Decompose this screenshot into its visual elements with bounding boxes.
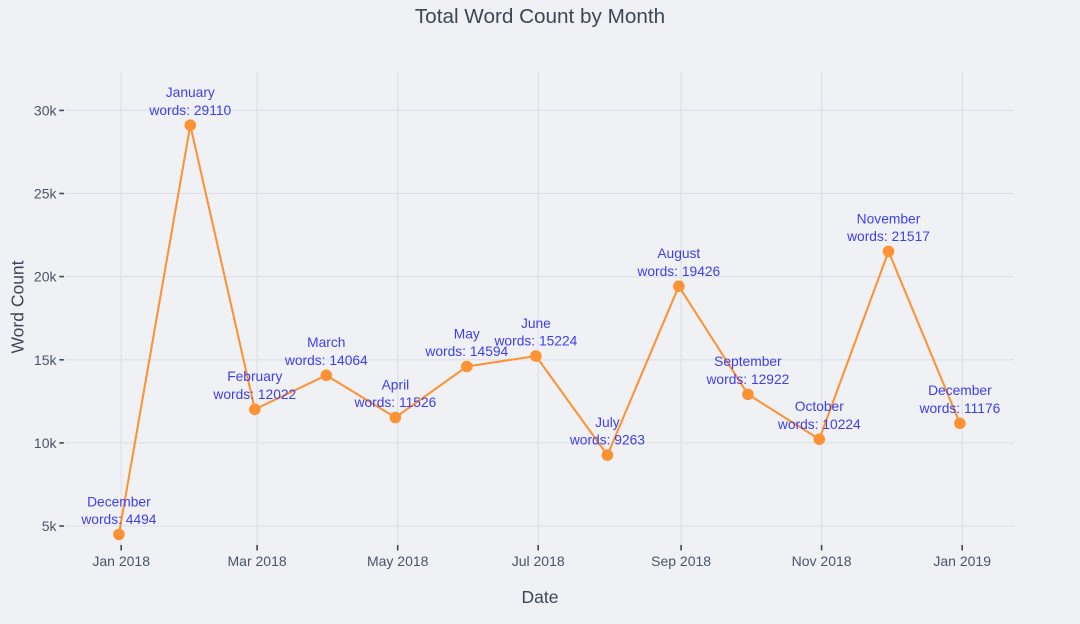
svg-text:February: February (227, 369, 282, 384)
svg-text:June: June (521, 316, 551, 331)
svg-text:5k: 5k (42, 518, 58, 534)
svg-text:April: April (382, 377, 410, 392)
svg-text:words: 14594: words: 14594 (424, 344, 508, 359)
svg-text:20k: 20k (34, 269, 58, 285)
svg-text:Jan 2018: Jan 2018 (92, 553, 150, 569)
svg-text:25k: 25k (34, 186, 58, 202)
svg-text:Sep 2018: Sep 2018 (651, 553, 711, 569)
svg-text:words: 12922: words: 12922 (705, 372, 789, 387)
svg-text:November: November (857, 211, 921, 226)
svg-text:words: 12022: words: 12022 (212, 387, 296, 402)
svg-text:December: December (87, 494, 151, 509)
svg-text:words: 14064: words: 14064 (284, 353, 368, 368)
svg-text:words: 11526: words: 11526 (353, 395, 436, 410)
svg-text:words: 11176: words: 11176 (919, 401, 1001, 416)
svg-text:words: 9263: words: 9263 (569, 433, 645, 448)
svg-text:May: May (454, 326, 480, 341)
svg-text:Mar 2018: Mar 2018 (228, 553, 287, 569)
svg-text:Word Count: Word Count (8, 260, 28, 353)
svg-text:March: March (307, 335, 345, 350)
svg-text:December: December (928, 383, 992, 398)
svg-text:Total Word Count by Month: Total Word Count by Month (415, 5, 665, 28)
svg-text:October: October (795, 399, 844, 414)
svg-text:words: 4494: words: 4494 (80, 512, 156, 527)
svg-text:July: July (595, 415, 620, 430)
svg-text:15k: 15k (34, 352, 58, 368)
svg-text:Nov 2018: Nov 2018 (792, 553, 852, 569)
svg-text:30k: 30k (34, 102, 58, 118)
svg-text:August: August (657, 246, 700, 261)
svg-text:10k: 10k (34, 435, 58, 451)
svg-text:words: 21517: words: 21517 (846, 229, 930, 244)
svg-text:words: 10224: words: 10224 (777, 417, 861, 432)
svg-text:Date: Date (522, 587, 559, 607)
svg-text:words: 19426: words: 19426 (636, 264, 720, 279)
svg-text:words: 29110: words: 29110 (148, 103, 231, 118)
svg-text:Jan 2019: Jan 2019 (933, 553, 991, 569)
svg-text:September: September (714, 354, 782, 369)
svg-text:words: 15224: words: 15224 (493, 334, 577, 349)
svg-text:January: January (166, 85, 215, 100)
svg-text:Jul 2018: Jul 2018 (512, 553, 565, 569)
svg-text:May 2018: May 2018 (367, 553, 429, 569)
